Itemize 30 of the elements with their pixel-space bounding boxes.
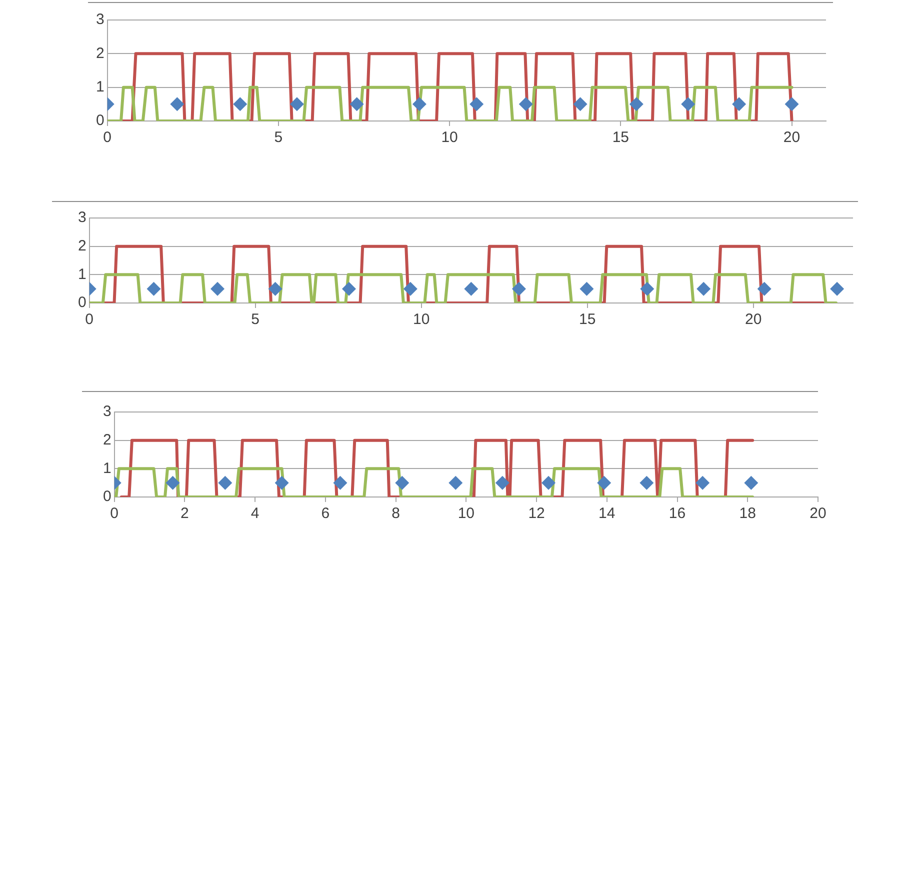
y-tick-label: 0	[78, 294, 86, 312]
x-tick-label: 15	[579, 311, 596, 328]
x-tick-label: 10	[441, 129, 458, 146]
y-tick-label: 0	[96, 112, 104, 130]
x-tick-label: 16	[668, 505, 686, 522]
y-tick-label: 2	[103, 431, 112, 448]
y-tick-label: 1	[96, 78, 104, 96]
x-tick-label: 15	[612, 129, 630, 146]
x-tick-label: 10	[458, 505, 475, 522]
y-tick-label: 2	[78, 237, 86, 254]
y-tick-label: 3	[103, 403, 112, 420]
x-tick-label: 4	[250, 505, 260, 522]
x-tick-label: 10	[413, 311, 430, 328]
x-tick-label: 6	[321, 505, 330, 522]
x-tick-label: 20	[783, 129, 800, 146]
x-tick-label: 20	[810, 505, 826, 522]
x-tick-label: 5	[274, 129, 283, 146]
x-tick-label: 12	[528, 505, 545, 522]
y-tick-label: 3	[96, 11, 104, 28]
y-tick-label: 2	[96, 44, 104, 62]
x-tick-label: 8	[392, 505, 400, 522]
x-tick-label: 14	[598, 505, 616, 522]
y-tick-label: 1	[103, 460, 112, 477]
x-tick-label: 2	[180, 505, 189, 522]
y-tick-label: 3	[78, 209, 86, 226]
y-tick-label: 1	[78, 266, 86, 283]
y-tick-label: 0	[103, 488, 112, 506]
x-tick-label: 18	[739, 505, 756, 522]
x-tick-label: 20	[745, 311, 762, 328]
x-tick-label: 5	[251, 311, 260, 328]
